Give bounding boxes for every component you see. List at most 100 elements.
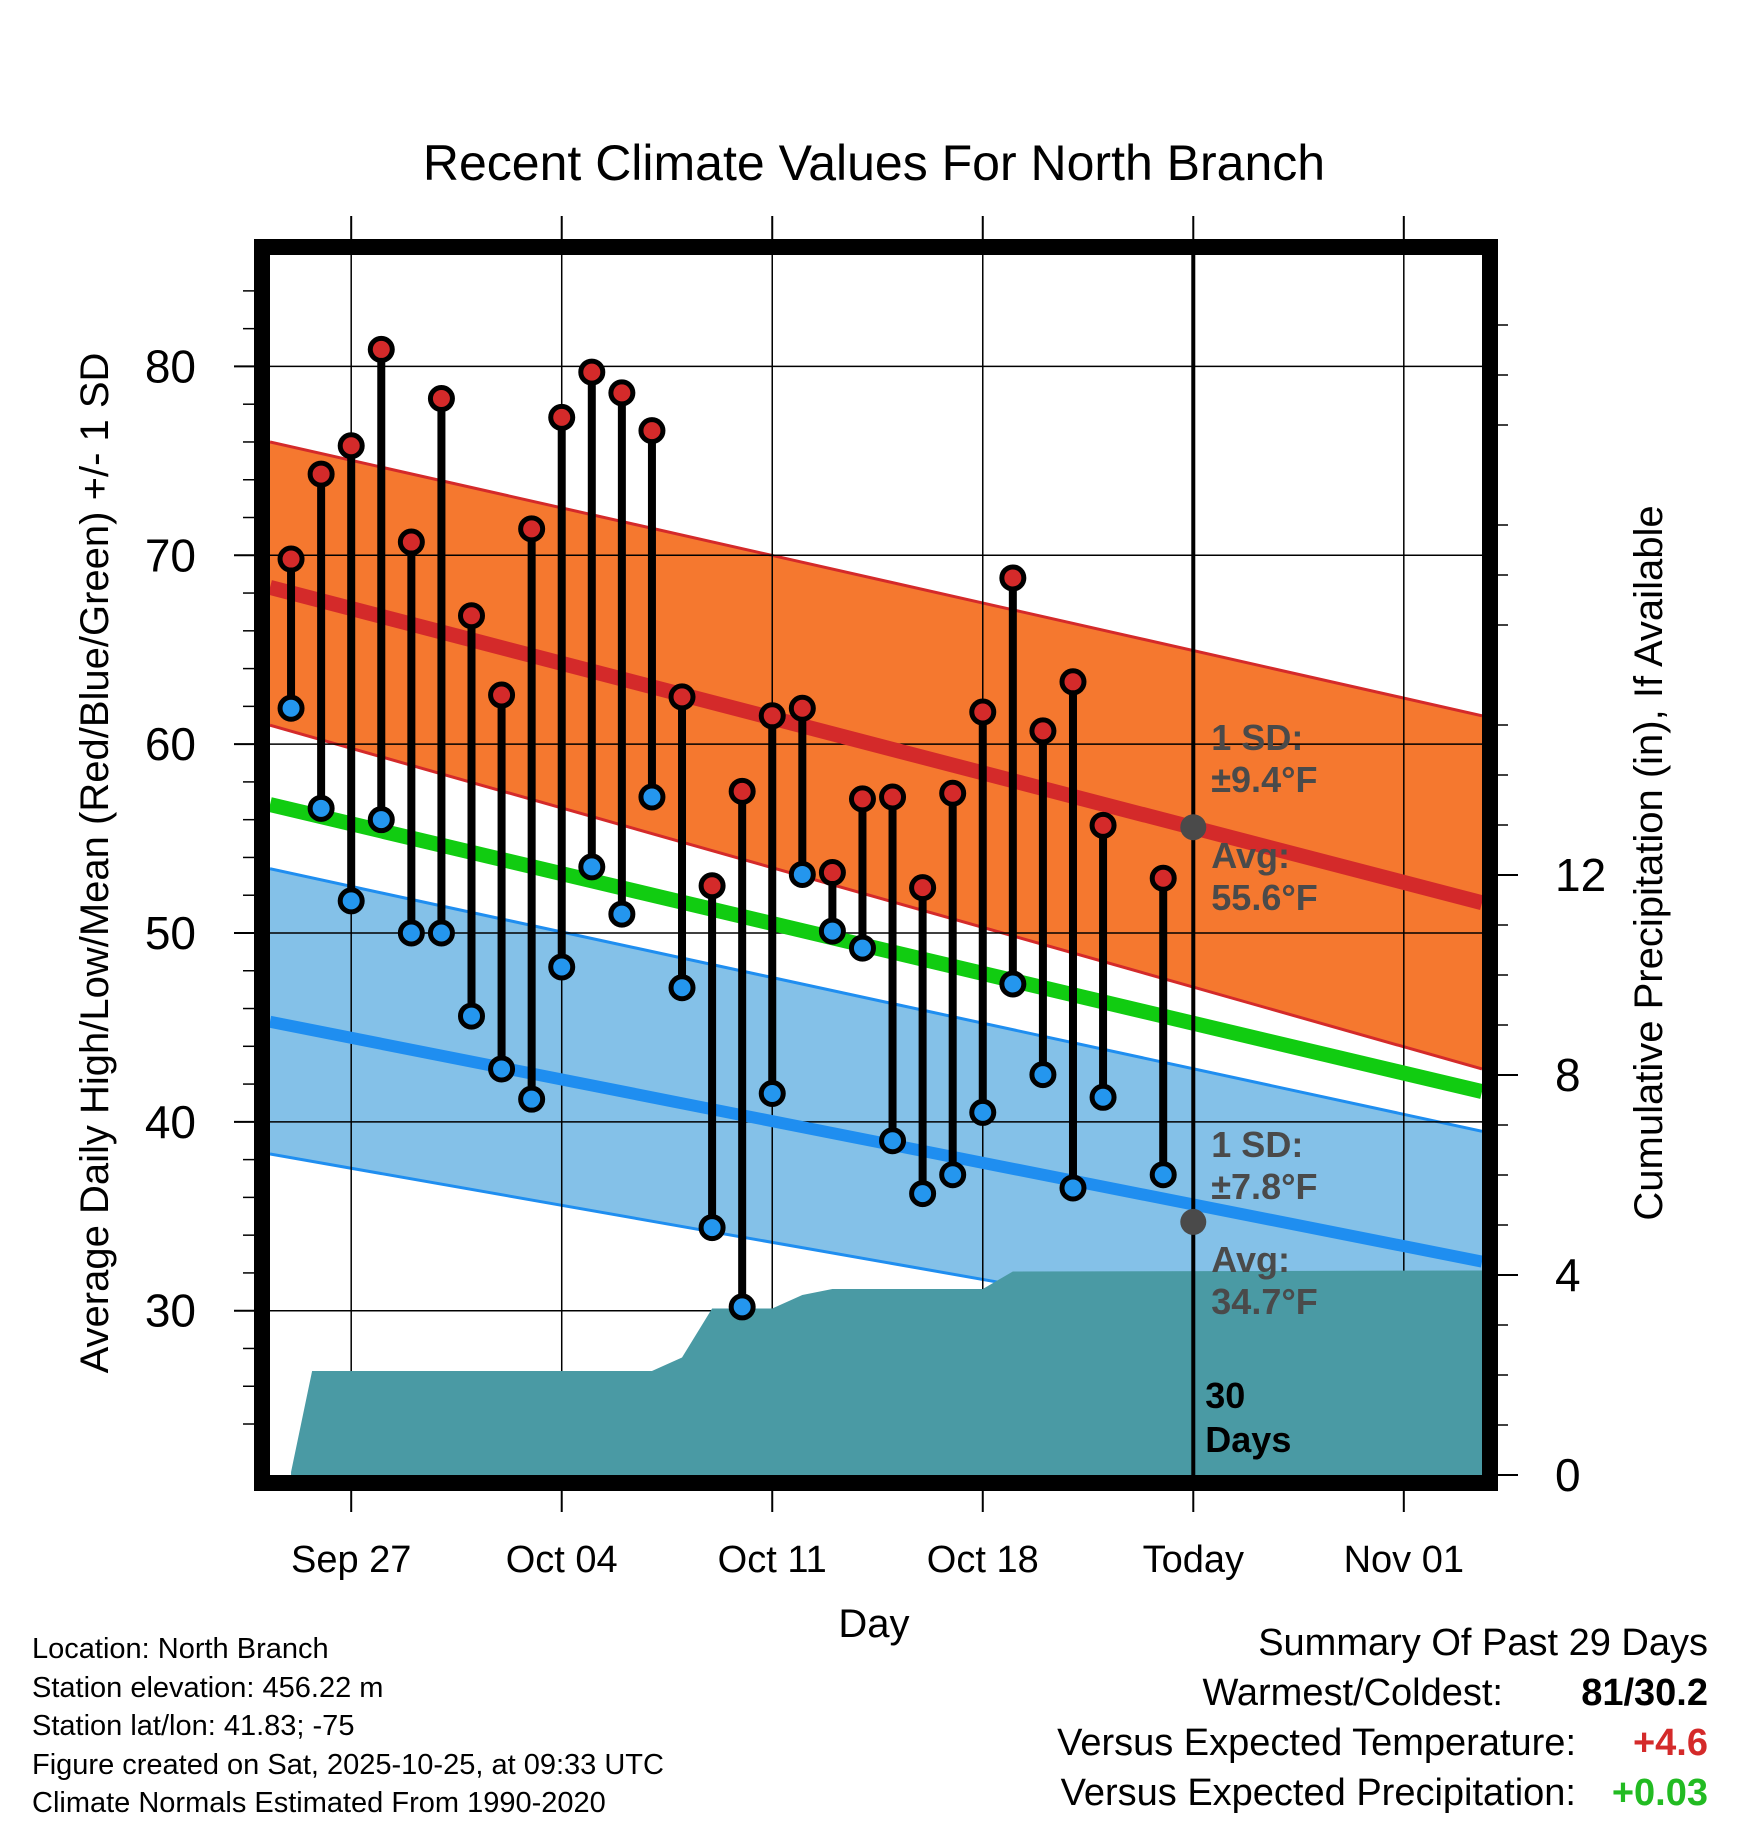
x-axis-label: Day <box>838 1602 909 1646</box>
low-avg-value: 34.7°F <box>1211 1281 1317 1322</box>
summary-panel: Summary Of Past 29 Days Warmest/Coldest:… <box>1057 1622 1708 1822</box>
x-tick-label-3: Oct 18 <box>927 1539 1039 1581</box>
low-point-day-4 <box>397 919 425 947</box>
y-tick-label-5: 80 <box>145 340 196 392</box>
high-point-day-2 <box>337 432 365 460</box>
low-point-day-22 <box>939 1161 967 1189</box>
low-point-day-19 <box>848 934 876 962</box>
low-point-day-7 <box>488 1055 516 1083</box>
low-point-day-1 <box>307 794 335 822</box>
high-point-day-15 <box>728 777 756 805</box>
low-point-day-25 <box>1029 1061 1057 1089</box>
high-point-day-23 <box>969 698 997 726</box>
today-days-label: Days <box>1205 1419 1291 1460</box>
precip-label: Versus Expected Precipitation: <box>1060 1772 1576 1814</box>
x-tick-label-4: Today <box>1143 1539 1244 1581</box>
x-tick-label-5: Nov 01 <box>1344 1539 1464 1581</box>
low-point-day-26 <box>1059 1174 1087 1202</box>
high-point-day-6 <box>457 602 485 630</box>
high-sd-value: ±9.4°F <box>1211 759 1317 800</box>
high-point-day-18 <box>818 859 846 887</box>
today-high-avg-marker <box>1180 814 1207 841</box>
low-point-day-16 <box>758 1080 786 1108</box>
high-point-day-12 <box>638 417 666 445</box>
high-point-day-5 <box>427 385 455 413</box>
low-point-day-14 <box>698 1214 726 1242</box>
latlon-text: Station lat/lon: 41.83; -75 <box>32 1710 355 1742</box>
low-point-day-29 <box>1149 1161 1177 1189</box>
high-avg-label: Avg: <box>1211 835 1290 876</box>
high-point-day-24 <box>999 564 1027 592</box>
high-point-day-7 <box>488 681 516 709</box>
precip-value: +0.03 <box>1611 1772 1708 1814</box>
high-point-day-14 <box>698 872 726 900</box>
station-info: Location: North Branch Station elevation… <box>32 1630 664 1823</box>
low-point-day-8 <box>518 1085 546 1113</box>
low-point-day-3 <box>367 806 395 834</box>
low-point-day-24 <box>999 970 1027 998</box>
y-tick-label-4: 70 <box>145 529 196 581</box>
high-avg-value: 55.6°F <box>1211 877 1317 918</box>
low-point-day-17 <box>788 860 816 888</box>
low-point-day-6 <box>457 1002 485 1030</box>
high-point-day-29 <box>1149 864 1177 892</box>
elevation-text: Station elevation: 456.22 m <box>32 1671 384 1704</box>
high-point-day-25 <box>1029 717 1057 745</box>
high-point-day-16 <box>758 702 786 730</box>
low-point-day-11 <box>608 900 636 928</box>
y2-tick-label-0: 0 <box>1555 1449 1581 1501</box>
high-sd-band-upper-edge <box>270 440 1482 718</box>
low-point-day-12 <box>638 783 666 811</box>
high-point-day-4 <box>397 528 425 556</box>
high-point-day-20 <box>879 783 907 811</box>
low-sd-band <box>270 868 1482 1368</box>
high-point-day-8 <box>518 515 546 543</box>
y-tick-label-0: 30 <box>145 1285 196 1337</box>
low-sd-label: 1 SD: <box>1211 1124 1303 1165</box>
high-point-day-1 <box>307 460 335 488</box>
high-point-day-11 <box>608 379 636 407</box>
high-point-day-17 <box>788 694 816 722</box>
today-low-avg-marker <box>1180 1208 1207 1235</box>
high-point-day-9 <box>548 403 576 431</box>
y2-axis-label: Cumulative Precipitation (in), If Availa… <box>1627 505 1671 1220</box>
y2-tick-label-1: 4 <box>1555 1249 1581 1301</box>
plot-frame <box>254 239 1498 1491</box>
high-point-day-21 <box>909 874 937 902</box>
warm-cold-value: 81/30.2 <box>1581 1672 1708 1714</box>
summary-title: Summary Of Past 29 Days <box>1258 1622 1708 1664</box>
high-point-day-13 <box>668 683 696 711</box>
low-sd-value: ±7.8°F <box>1211 1166 1317 1207</box>
normals-text: Climate Normals Estimated From 1990-2020 <box>32 1787 606 1819</box>
high-point-day-19 <box>848 785 876 813</box>
y2-tick-label-2: 8 <box>1555 1049 1581 1101</box>
high-point-day-27 <box>1089 811 1117 839</box>
low-point-day-27 <box>1089 1083 1117 1111</box>
high-point-day-3 <box>367 335 395 363</box>
low-point-day-0 <box>277 694 305 722</box>
x-tick-label-1: Oct 04 <box>506 1539 618 1581</box>
y2-tick-label-3: 12 <box>1555 849 1606 901</box>
x-tick-label-2: Oct 11 <box>718 1539 827 1581</box>
y-tick-label-1: 40 <box>145 1096 196 1148</box>
created-text: Figure created on Sat, 2025-10-25, at 09… <box>32 1748 664 1781</box>
summary-precip-row: Versus Expected Precipitation: +0.03 <box>1057 1772 1708 1822</box>
summary-warm-cold-row: Warmest/Coldest: 81/30.2 <box>1057 1672 1708 1722</box>
high-sd-band <box>270 441 1482 1069</box>
low-point-day-10 <box>578 853 606 881</box>
normal-low-line <box>270 1015 1482 1268</box>
low-point-day-15 <box>728 1293 756 1321</box>
y-axis-label: Average Daily High/Low/Mean (Red/Blue/Gr… <box>73 353 117 1374</box>
y-tick-label-3: 60 <box>145 718 196 770</box>
x-tick-label-0: Sep 27 <box>291 1539 411 1581</box>
temp-value: +4.6 <box>1632 1722 1708 1764</box>
summary-title-row: Summary Of Past 29 Days <box>1057 1622 1708 1672</box>
high-point-day-0 <box>277 545 305 573</box>
high-point-day-26 <box>1059 668 1087 696</box>
low-avg-label: Avg: <box>1211 1239 1290 1280</box>
low-point-day-20 <box>879 1127 907 1155</box>
low-point-day-5 <box>427 919 455 947</box>
low-point-day-9 <box>548 953 576 981</box>
high-point-day-10 <box>578 358 606 386</box>
